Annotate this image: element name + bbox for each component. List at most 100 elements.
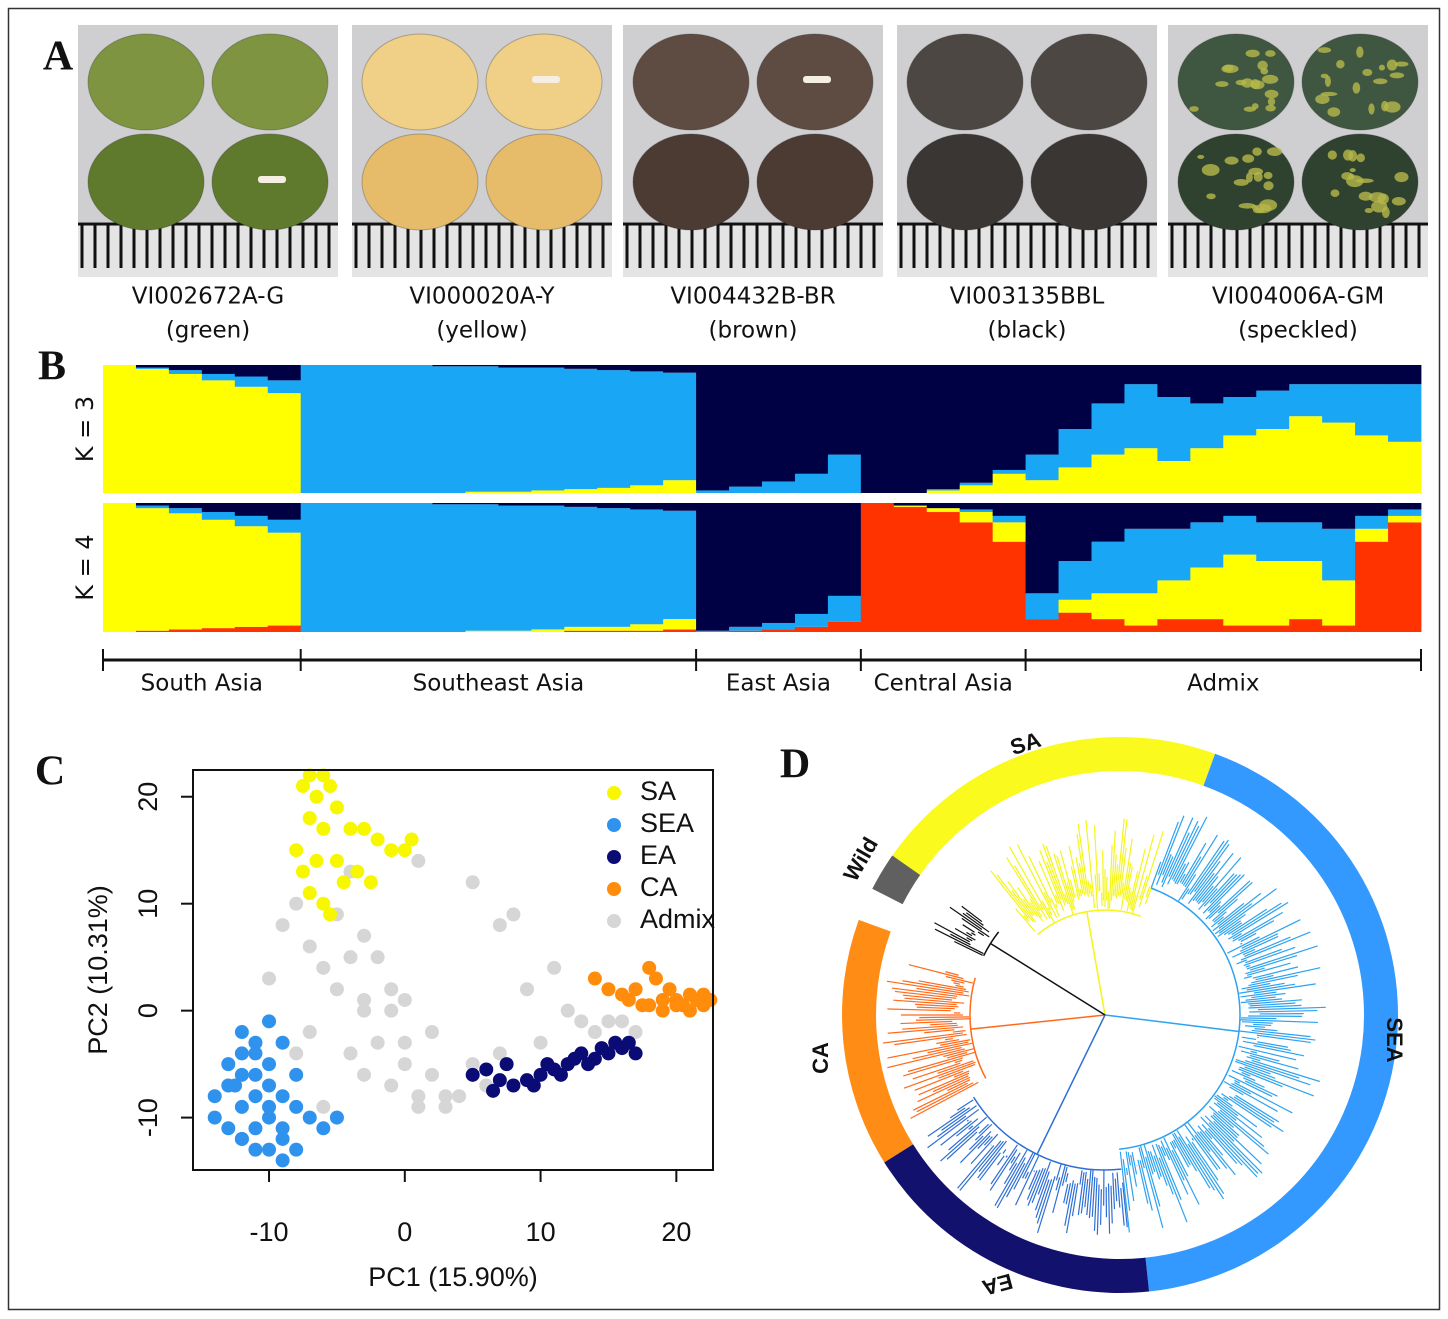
ancestry-segment: [1388, 509, 1421, 515]
ancestry-segment: [169, 503, 202, 508]
ancestry-segment: [1388, 516, 1421, 522]
ancestry-segment: [136, 503, 169, 506]
seed-spot: [1252, 147, 1262, 155]
legend-label: CA: [640, 872, 678, 902]
ancestry-segment: [1059, 600, 1092, 613]
ancestry-segment: [1059, 429, 1092, 467]
seed-spot: [1384, 101, 1401, 112]
ancestry-segment: [1157, 461, 1190, 493]
point: [248, 1143, 262, 1157]
ancestry-segment: [1092, 593, 1125, 619]
ancestry-segment: [235, 516, 268, 526]
ancestry-segment: [1322, 626, 1355, 632]
ancestry-segment: [1124, 529, 1157, 594]
ancestry-segment: [1190, 403, 1223, 448]
seed: [362, 34, 478, 130]
ancestry-segment: [235, 387, 268, 493]
ancestry-segment: [960, 512, 993, 522]
ancestry-segment: [1289, 619, 1322, 632]
seed-accession: VI000020A-Y: [409, 284, 555, 310]
seed-spot: [1321, 92, 1338, 96]
point: [371, 833, 385, 847]
ancestry-segment: [663, 619, 696, 629]
seed-spot: [1265, 90, 1279, 99]
seed-spot: [1265, 50, 1275, 57]
point: [574, 1014, 588, 1028]
ancestry-segment: [762, 629, 795, 632]
ancestry-segment: [1256, 391, 1289, 429]
point: [357, 822, 371, 836]
ancestry-segment: [169, 370, 202, 374]
seed: [1031, 134, 1147, 230]
seed-spot: [1328, 150, 1337, 159]
point: [310, 790, 324, 804]
point: [276, 1132, 290, 1146]
x-tick-label: 20: [661, 1217, 691, 1247]
point: [316, 1121, 330, 1135]
ancestry-segment: [630, 485, 663, 493]
ancestry-segment: [169, 513, 202, 629]
seed-spot: [1356, 153, 1365, 162]
ancestry-segment: [993, 522, 1026, 541]
ancestry-segment: [1026, 619, 1059, 632]
point: [289, 1046, 303, 1060]
point: [384, 1079, 398, 1093]
point: [384, 1004, 398, 1018]
ancestry-segment: [1124, 448, 1157, 493]
ancestry-segment: [1157, 529, 1190, 581]
tree-branch: [919, 1017, 969, 1018]
ancestry-segment: [1256, 626, 1289, 632]
seed-spot: [1369, 192, 1386, 202]
point: [289, 1143, 303, 1157]
ancestry-segment: [1355, 384, 1388, 435]
ancestry-segment: [795, 627, 828, 632]
point: [554, 1068, 568, 1082]
point: [601, 1014, 615, 1028]
figure: A B C D VI002672A-G(green)VI000020A-Y(ye…: [0, 0, 1448, 1319]
ancestry-segment: [433, 366, 466, 493]
region-label: East Asia: [726, 671, 831, 697]
seed-spot: [1263, 181, 1273, 190]
ancestry-segment: [993, 542, 1026, 632]
point: [452, 1089, 466, 1103]
ancestry-segment: [630, 371, 663, 485]
point: [527, 1079, 541, 1093]
clade-label: SEA: [1382, 1017, 1407, 1062]
point: [669, 998, 683, 1012]
legend-marker: [607, 914, 621, 928]
ancestry-segment: [1355, 503, 1388, 516]
seed-spot: [1268, 98, 1275, 106]
ancestry-segment: [268, 380, 301, 393]
point: [276, 1153, 290, 1167]
ancestry-segment: [268, 533, 301, 626]
ancestry-segment: [1322, 580, 1355, 625]
ancestry-segment: [169, 365, 202, 370]
legend-label: SA: [640, 776, 676, 806]
ancestry-segment: [1289, 522, 1322, 561]
point: [683, 1004, 697, 1018]
ancestry-segment: [1124, 593, 1157, 625]
point: [221, 1121, 235, 1135]
seed-spot: [1206, 193, 1215, 199]
seed-color: (brown): [709, 318, 798, 344]
ancestry-segment: [1157, 619, 1190, 632]
ancestry-segment: [993, 516, 1026, 522]
ancestry-segment: [927, 508, 960, 512]
point: [262, 1014, 276, 1028]
point: [547, 961, 561, 975]
point: [581, 1057, 595, 1071]
ancestry-segment: [1190, 619, 1223, 632]
seed-spot: [1241, 78, 1253, 88]
ancestry-segment: [960, 509, 993, 512]
ancestry-segment: [762, 623, 795, 629]
ancestry-segment: [1157, 365, 1190, 397]
point: [276, 918, 290, 932]
ancestry-segment: [762, 481, 795, 493]
ancestry-segment: [465, 492, 498, 493]
ancestry-segment: [235, 526, 268, 627]
seed-spot: [1242, 154, 1254, 162]
point: [506, 907, 520, 921]
point: [371, 950, 385, 964]
ancestry-segment: [1157, 397, 1190, 461]
point: [235, 1046, 249, 1060]
